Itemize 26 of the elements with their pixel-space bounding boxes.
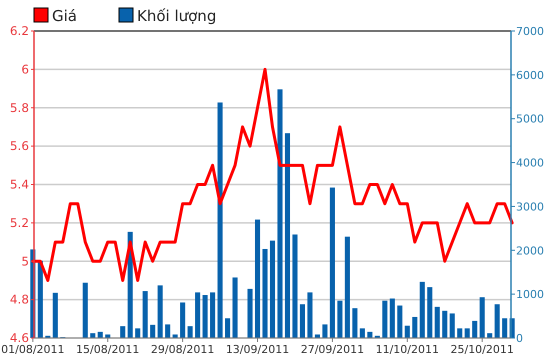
y-tick-label: 5 (21, 254, 29, 268)
legend-label: Giá (52, 7, 77, 25)
x-tick-label: 27/09/2011 (300, 343, 364, 356)
legend-label: Khối lượng (137, 7, 216, 25)
x-tick-label: 13/09/2011 (226, 343, 290, 356)
x-tick-label: 11/10/2011 (376, 343, 440, 356)
y-tick-label: 5.6 (10, 139, 29, 154)
y2-tick-label: 6000 (516, 68, 544, 82)
x-tick-label: 01/08/2011 (1, 343, 65, 356)
y2-tick-label: 7000 (516, 25, 544, 38)
y2-tick-label: 2000 (516, 244, 544, 258)
y2-tick-label: 5000 (516, 112, 544, 126)
y2-tick-label: 3000 (516, 200, 544, 214)
y-tick-label: 6.2 (10, 24, 29, 38)
x-tick-label: 29/08/2011 (150, 343, 214, 356)
y2-tick-label: 0 (516, 332, 523, 345)
y-tick-label: 5.8 (10, 100, 29, 115)
y-tick-label: 5.2 (10, 216, 29, 230)
y2-tick-label: 1000 (516, 288, 544, 302)
x-tick-label: 15/08/2011 (76, 343, 140, 356)
y-tick-label: 4.8 (10, 292, 29, 307)
y-tick-label: 5.4 (10, 178, 29, 192)
y-tick-label: 4.6 (10, 331, 29, 345)
x-tick-label: 25/10/2011 (450, 343, 514, 356)
y-tick-label: 6 (21, 62, 29, 76)
y2-tick-label: 4000 (516, 156, 544, 170)
